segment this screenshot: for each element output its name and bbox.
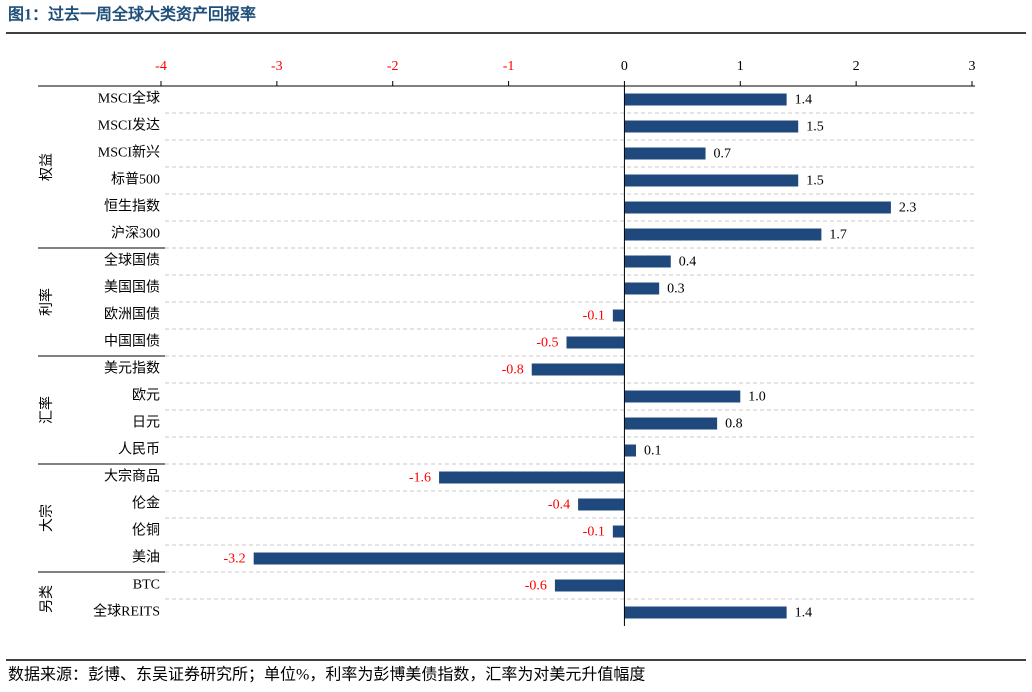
value-label: 0.7 [714, 147, 732, 162]
value-label: 0.3 [667, 282, 685, 297]
category-label: 日元 [132, 416, 160, 431]
bar [624, 201, 891, 214]
value-label: -0.1 [583, 309, 605, 324]
value-label: 1.5 [806, 120, 824, 135]
x-tick-label: 1 [737, 59, 744, 74]
value-label: -0.6 [525, 579, 547, 594]
chart-title: 图1：过去一周全球大类资产回报率 [8, 5, 256, 24]
category-label: 人民币 [118, 442, 160, 458]
category-label: 全球REITS [93, 603, 160, 620]
category-label: BTC [133, 578, 160, 593]
category-label: 美国国债 [104, 280, 160, 296]
value-label: 1.7 [829, 228, 847, 243]
value-label: 2.3 [899, 201, 917, 216]
bar [624, 120, 799, 133]
x-tick-label: 3 [969, 59, 976, 74]
category-label: 伦金 [132, 496, 160, 512]
bar [624, 255, 671, 268]
value-label: -0.5 [536, 336, 558, 351]
bar [253, 552, 625, 565]
group-label: 另类 [39, 585, 55, 613]
bar [624, 228, 822, 241]
category-label: 中国国债 [104, 334, 160, 350]
bar [624, 444, 637, 457]
bar [624, 147, 706, 160]
category-label: 恒生指数 [104, 199, 160, 215]
bar [531, 363, 625, 376]
x-tick-label: -4 [155, 59, 167, 74]
bar [624, 282, 660, 295]
value-label: 1.5 [806, 174, 824, 189]
category-label: 欧洲国债 [104, 307, 160, 323]
bar [612, 525, 625, 538]
x-tick-label: -1 [503, 59, 515, 74]
category-label: 欧元 [132, 388, 160, 404]
value-label: -0.8 [502, 363, 524, 378]
x-tick-label: -2 [387, 59, 399, 74]
category-label: 标普500 [111, 172, 160, 188]
category-label: 全球国债 [104, 252, 160, 269]
bar [624, 174, 799, 187]
group-label: 利率 [38, 288, 55, 316]
bar [624, 390, 741, 403]
category-label: 美元指数 [104, 361, 160, 377]
group-label: 大宗 [39, 504, 55, 532]
category-label: 伦铜 [132, 523, 160, 539]
bar [439, 471, 625, 484]
bar [624, 93, 787, 106]
value-label: 0.4 [679, 255, 697, 270]
group-label: 汇率 [38, 396, 55, 424]
category-label: 沪深300 [111, 226, 160, 242]
x-tick-label: 0 [621, 59, 628, 74]
category-label: 大宗商品 [104, 469, 160, 485]
category-label: 美油 [132, 550, 160, 566]
category-label: MSCI全球 [98, 90, 160, 107]
value-label: 1.0 [748, 390, 766, 405]
x-tick-label: 2 [853, 59, 860, 74]
source-note: 数据来源：彭博、东吴证券研究所；单位%，利率为彭博美债指数，汇率为对美元升值幅度 [8, 666, 645, 684]
category-label: MSCI发达 [98, 118, 160, 134]
value-label: -0.1 [583, 525, 605, 540]
value-label: -3.2 [224, 552, 246, 567]
bar [624, 606, 787, 619]
value-label: 1.4 [795, 606, 813, 621]
value-label: 1.4 [795, 93, 813, 108]
bar [612, 309, 625, 322]
value-label: -0.4 [548, 498, 570, 513]
group-label: 权益 [39, 153, 55, 181]
bar [554, 579, 625, 592]
bar [624, 417, 718, 430]
x-tick-label: -3 [271, 59, 283, 74]
bar [566, 336, 625, 349]
value-label: 0.8 [725, 417, 743, 432]
value-label: 0.1 [644, 444, 662, 459]
bar [578, 498, 625, 511]
value-label: -1.6 [409, 471, 431, 486]
category-label: MSCI新兴 [98, 145, 160, 161]
